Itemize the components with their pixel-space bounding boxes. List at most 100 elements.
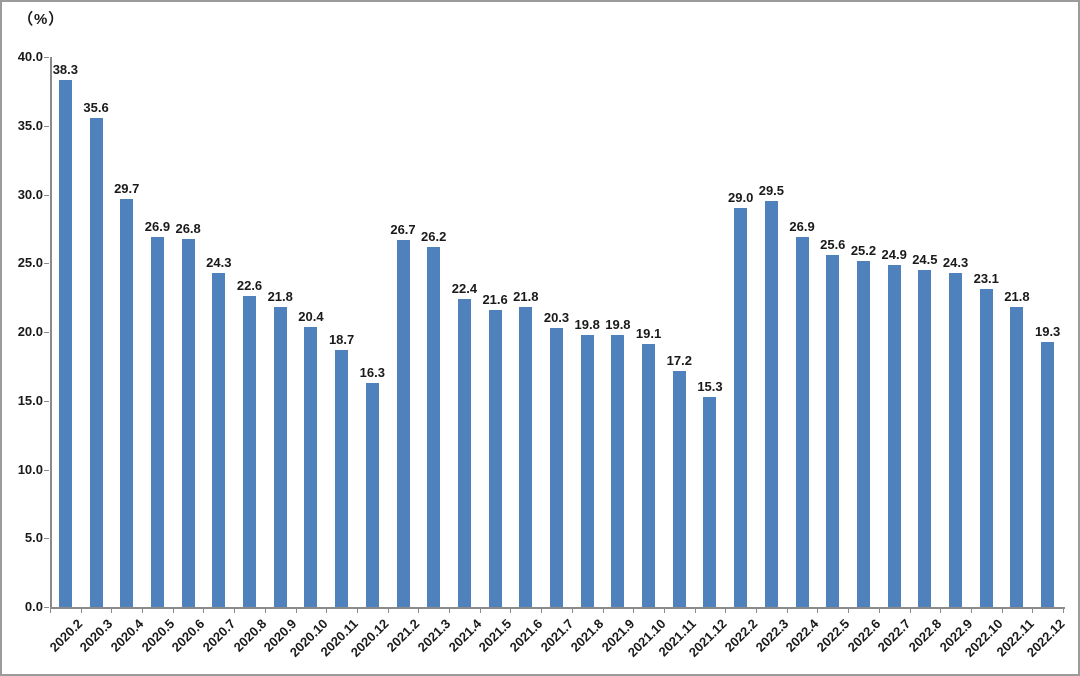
x-category-label: 2022.4 [782,616,822,655]
x-tick-mark [1032,608,1034,613]
bar-value-label: 26.8 [175,220,201,236]
bar-value-label: 29.7 [114,180,140,196]
bar [949,272,963,607]
x-category-label: 2021.7 [537,616,577,655]
x-tick-mark [878,608,880,613]
x-category-label: 2020.5 [138,616,178,655]
bar [335,349,349,607]
bar [703,396,717,607]
bar-value-label: 26.9 [144,219,171,235]
x-tick-mark [541,608,543,613]
x-tick-mark [172,608,174,613]
bar [212,272,226,607]
bar [795,237,809,607]
x-category-label: 2020.6 [169,616,208,655]
x-tick-mark [970,608,972,613]
bar [243,296,257,607]
bar [488,310,502,607]
x-tick-mark [295,608,297,613]
bar-value-label: 25.2 [850,242,877,258]
bar [427,246,441,607]
y-tick-label: 30.0 [17,186,43,202]
bar [550,327,563,607]
bar [764,201,778,607]
y-tick-label: 10.0 [17,461,43,477]
x-tick-mark [50,608,51,613]
bar [150,237,164,607]
x-tick-mark [142,608,144,613]
y-tick-label: 40.0 [17,49,43,64]
bar-value-label: 19.8 [605,316,631,332]
bar [120,198,134,607]
x-category-label: 2022.5 [813,616,853,655]
bar-value-label: 17.2 [666,352,692,368]
x-category-label: 2021.2 [383,616,423,655]
x-tick-mark [510,608,512,613]
bar-value-label: 29.5 [758,183,785,199]
x-category-label: 2020.4 [107,616,147,655]
x-category-label: 2021.8 [568,616,607,655]
bar-value-label: 20.4 [298,308,324,324]
bar [580,334,594,607]
y-axis-unit-label: （%） [18,11,65,28]
bar-value-label: 26.9 [789,219,815,235]
y-tick-label: 25.0 [17,255,43,271]
y-tick-label: 0.0 [24,599,43,614]
x-tick-mark [786,608,788,613]
bar [856,260,870,607]
bar-value-label: 19.3 [1034,323,1061,339]
x-tick-mark [909,608,911,613]
bar [89,117,103,607]
y-axis-line [50,57,52,607]
x-category-label: 2020.7 [199,616,239,655]
y-tick-mark [44,194,49,196]
y-tick-mark [44,57,49,58]
x-tick-mark [571,608,573,613]
bar [979,289,993,607]
bar-value-label: 24.5 [912,252,938,268]
y-tick-mark [44,400,49,402]
x-category-label: 2022.8 [905,616,945,655]
bar [1010,307,1024,607]
bar-value-label: 21.8 [513,289,539,305]
x-category-label: 2022.2 [721,616,761,655]
bar-value-label: 21.8 [267,289,293,305]
y-tick-label: 15.0 [17,392,43,408]
bar [734,208,748,607]
bar [918,270,932,607]
bar-value-label: 26.2 [421,228,447,244]
x-category-label: 2020.3 [76,616,116,655]
bar-value-label: 21.8 [1004,289,1030,305]
x-tick-mark [387,608,389,613]
x-tick-mark [940,608,942,613]
x-tick-mark [1063,608,1064,613]
x-tick-mark [602,608,604,613]
y-tick-mark [44,332,49,333]
y-tick-mark [44,469,49,471]
bar-value-label: 29.0 [728,190,754,206]
x-tick-mark [326,608,328,613]
x-category-label: 2020.8 [230,616,270,655]
bar [519,307,533,607]
bar [642,344,656,607]
bar-value-label: 15.3 [697,378,723,394]
bar-value-label: 24.3 [942,254,969,270]
bar-value-label: 24.9 [881,246,907,262]
bar [826,255,840,607]
x-tick-mark [663,608,665,613]
x-axis-line [50,607,1065,609]
x-tick-mark [356,608,358,613]
bar-value-label: 24.3 [206,254,232,270]
bar [58,80,72,607]
x-category-label: 2021.3 [414,616,454,655]
x-category-label: 2020.2 [46,616,85,655]
x-tick-mark [449,608,451,613]
x-tick-mark [1001,608,1003,613]
bar-value-label: 38.3 [52,62,78,78]
x-category-label: 2022.6 [844,616,884,655]
y-tick-mark [44,125,49,127]
bar-value-label: 18.7 [328,331,355,347]
bar-value-label: 19.8 [574,316,600,332]
y-tick-label: 5.0 [24,530,43,546]
